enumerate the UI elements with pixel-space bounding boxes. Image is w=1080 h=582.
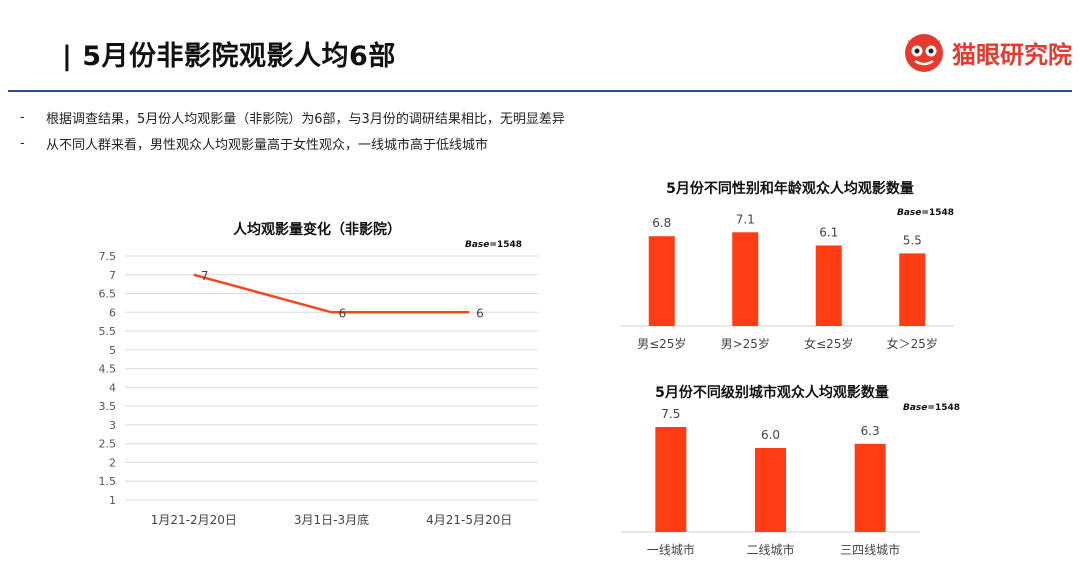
x-tick-label: 女＞25岁 xyxy=(887,336,938,351)
bar xyxy=(648,236,675,326)
brand-logo: 猫眼研究院 xyxy=(902,30,1072,74)
base-label: Base=1548 xyxy=(465,240,522,250)
x-tick-label: 1月21-2月20日 xyxy=(151,513,237,527)
x-tick-label: 女≤25岁 xyxy=(804,336,853,351)
line-chart: 人均观影量变化（非影院） Base=1548 1 1.5 2 2.5 3 3.5 4 4.5 5… xyxy=(99,221,538,527)
data-label: 7 xyxy=(201,269,209,283)
bullet-item: - 根据调查结果，5月份人均观影量（非影院）为6部，与3月份的调研结果相比，无明… xyxy=(20,104,565,130)
data-label: 6.0 xyxy=(761,428,780,442)
bullet-dash: - xyxy=(20,109,25,125)
header-divider xyxy=(8,90,1072,92)
data-label: 6 xyxy=(339,306,347,320)
bar xyxy=(899,253,926,326)
y-tick-label: 7 xyxy=(109,269,116,282)
y-tick-label: 4.5 xyxy=(99,363,117,376)
y-tick-label: 1 xyxy=(109,494,116,507)
bar xyxy=(755,448,786,532)
series-line xyxy=(193,273,470,314)
bullet-text: 从不同人群来看，男性观众人均观影量高于女性观众，一线城市高于低线城市 xyxy=(46,137,489,153)
y-tick-label: 3 xyxy=(109,419,116,432)
x-tick-label: 三四线城市 xyxy=(840,542,900,557)
bar xyxy=(854,443,886,532)
y-tick-label: 5 xyxy=(109,344,116,357)
x-tick-label: 二线城市 xyxy=(746,542,794,557)
base-label: Base=1548 xyxy=(897,208,954,218)
data-label: 5.5 xyxy=(903,233,922,247)
page-title: | 5月份非影院观影人均6部 xyxy=(62,41,396,72)
bullet-dash: - xyxy=(20,135,25,151)
base-label: Base=1548 xyxy=(903,403,960,413)
y-tick-label: 1.5 xyxy=(99,475,117,488)
x-tick-label: 4月21-5月20日 xyxy=(426,513,512,527)
brand-name: 猫眼研究院 xyxy=(952,40,1072,69)
summary-bullets: - 根据调查结果，5月份人均观影量（非影院）为6部，与3月份的调研结果相比，无明… xyxy=(20,104,565,156)
data-label: 6 xyxy=(476,306,484,320)
bar-chart-gender-age: 5月份不同性别和年龄观众人均观影数量 Base=1548 6.8 男≤25岁 7.1… xyxy=(620,180,954,351)
chart-title: 5月份不同性别和年龄观众人均观影数量 xyxy=(666,180,914,197)
cat-face-icon xyxy=(905,34,943,72)
chart-title: 人均观影量变化（非影院） xyxy=(233,221,401,238)
y-tick-label: 4 xyxy=(109,381,116,394)
y-tick-label: 7.5 xyxy=(99,250,117,263)
y-tick-label: 5.5 xyxy=(99,325,117,338)
y-tick-label: 6.5 xyxy=(99,288,117,301)
y-tick-label: 2.5 xyxy=(99,438,117,451)
x-tick-label: 一线城市 xyxy=(647,542,695,557)
chart-title: 5月份不同级别城市观众人均观影数量 xyxy=(655,384,889,401)
data-label: 6.3 xyxy=(861,424,880,438)
bar-chart-city-tier: 5月份不同级别城市观众人均观影数量 Base=1548 7.5 一线城市 6.0 二线… xyxy=(621,384,960,557)
data-label: 7.5 xyxy=(661,407,680,421)
y-tick-label: 2 xyxy=(109,456,116,469)
bullet-text: 根据调查结果，5月份人均观影量（非影院）为6部，与3月份的调研结果相比，无明显差… xyxy=(46,111,565,127)
x-tick-label: 男≤25岁 xyxy=(637,336,686,351)
y-tick-label: 3.5 xyxy=(99,400,117,413)
data-label: 7.1 xyxy=(736,212,755,226)
data-label: 6.8 xyxy=(652,216,671,230)
x-tick-label: 3月1日-3月底 xyxy=(294,512,369,527)
bar xyxy=(815,245,842,326)
bullet-item: - 从不同人群来看，男性观众人均观影量高于女性观众，一线城市高于低线城市 xyxy=(20,130,565,156)
y-tick-label: 6 xyxy=(109,306,116,319)
data-label: 6.1 xyxy=(819,225,838,239)
x-tick-label: 男>25岁 xyxy=(721,336,770,351)
bar xyxy=(732,232,759,326)
bar xyxy=(655,427,687,532)
